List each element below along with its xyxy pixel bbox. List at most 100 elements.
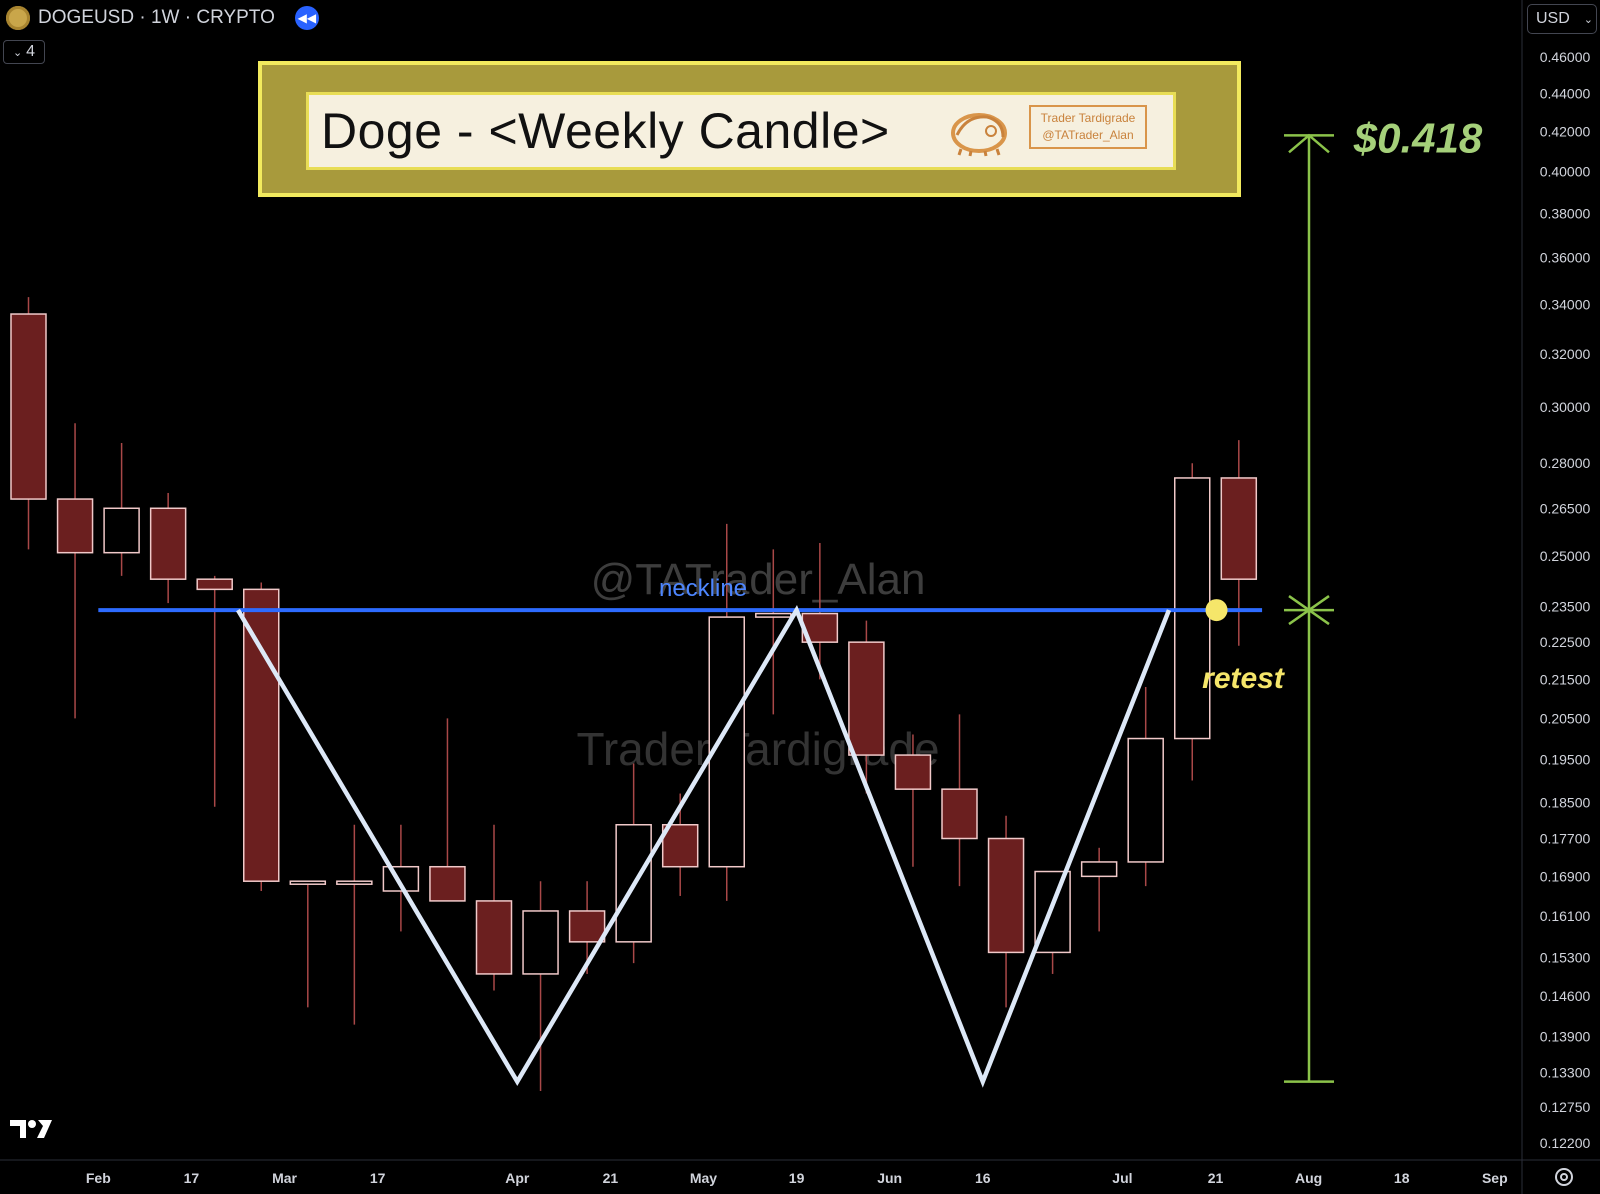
price-tick-label: 0.13900	[1540, 1028, 1591, 1044]
brand-line2: @TATrader_Alan	[1042, 128, 1134, 142]
chevron-down-icon: ⌄	[12, 46, 23, 59]
watermark-layer: @TATrader_Alan Trader Tardigrade	[576, 555, 939, 775]
tardigrade-logo-icon	[951, 113, 1007, 157]
price-tick-label: 0.42000	[1540, 123, 1591, 139]
banner-title: Doge - <Weekly Candle>	[321, 103, 890, 159]
candle	[1127, 687, 1164, 887]
candle-body	[429, 865, 466, 902]
candle	[708, 523, 745, 901]
candle	[429, 718, 466, 902]
time-tick-label: Mar	[272, 1170, 297, 1186]
candle	[987, 815, 1025, 1008]
candle	[1174, 463, 1211, 781]
candle-body	[475, 900, 513, 975]
candle-body	[243, 588, 280, 882]
neckline-label: neckline	[659, 575, 747, 602]
time-tick-label: 17	[184, 1170, 200, 1186]
candle-body	[987, 837, 1025, 954]
candle-body	[149, 507, 187, 580]
tradingview-logo-icon[interactable]	[10, 1118, 54, 1140]
time-tick-label: 16	[975, 1170, 991, 1186]
mid-arrow-icon	[1288, 595, 1330, 612]
target-layer: $0.418	[1284, 114, 1483, 1083]
price-tick-label: 0.15300	[1540, 950, 1591, 966]
candle	[382, 824, 420, 932]
price-tick-label: 0.30000	[1540, 399, 1591, 415]
retest-layer: retest	[1202, 599, 1286, 695]
candle	[475, 824, 513, 991]
time-tick-label: Sep	[1482, 1170, 1508, 1186]
pattern-layer	[236, 604, 1172, 1088]
price-tick-label: 0.38000	[1540, 205, 1591, 221]
interval[interactable]: 1W	[150, 7, 180, 28]
currency-select[interactable]: USD ⌄	[1527, 4, 1597, 34]
time-tick-label: Jun	[877, 1170, 902, 1186]
price-tick-label: 0.16100	[1540, 908, 1591, 924]
candle-body	[103, 507, 140, 554]
chevron-down-icon: ⌄	[1583, 13, 1593, 26]
candle-body	[1220, 477, 1258, 580]
candle	[336, 824, 373, 1025]
price-axis-labels: 0.46000 0.44000 0.42000 0.40000 0.38000 0.360…	[1540, 49, 1591, 1151]
candle-body	[10, 313, 47, 500]
candle-body	[894, 754, 932, 790]
candle	[1220, 440, 1258, 646]
candle	[56, 423, 94, 719]
price-tick-label: 0.14600	[1540, 988, 1591, 1004]
rewind-icon[interactable]: ◀◀	[294, 6, 319, 30]
gear-icon[interactable]	[1553, 1166, 1575, 1188]
time-tick-label: 17	[370, 1170, 386, 1186]
indicator-count: 4	[26, 43, 36, 60]
separator: ·	[184, 7, 192, 28]
time-tick-label: Jul	[1112, 1170, 1132, 1186]
candles-layer	[10, 297, 1258, 1092]
candle	[568, 881, 606, 974]
price-tick-label: 0.32000	[1540, 346, 1591, 362]
candle-body	[336, 880, 373, 885]
title-banner: Doge - <Weekly Candle> Trader Tardigrade…	[258, 61, 1241, 197]
candle-body	[289, 880, 327, 885]
time-tick-label: 18	[1394, 1170, 1410, 1186]
retest-label: retest	[1202, 662, 1286, 695]
candle	[755, 549, 792, 715]
double-bottom-pattern	[236, 604, 1172, 1088]
watermark-handle: @TATrader_Alan	[591, 555, 926, 604]
candle	[1080, 847, 1118, 932]
time-tick-label: May	[690, 1170, 717, 1186]
price-tick-label: 0.36000	[1540, 250, 1591, 266]
time-tick-label: 21	[603, 1170, 619, 1186]
price-tick-label: 0.12750	[1540, 1099, 1591, 1115]
target-arrow-icon	[1288, 133, 1330, 154]
candle	[1034, 870, 1071, 974]
candle	[894, 734, 932, 867]
brand-line1: Trader Tardigrade	[1040, 111, 1136, 125]
time-axis-labels: Feb 17 Mar 17 Apr 21 May 19 Jun 16 Jul 21 Aug 18 Sep	[86, 1170, 1508, 1186]
candle	[522, 881, 559, 1092]
time-tick-label: 19	[789, 1170, 805, 1186]
price-tick-label: 0.40000	[1540, 163, 1591, 179]
price-tick-label: 0.12200	[1540, 1135, 1591, 1151]
retest-marker	[1205, 599, 1228, 622]
candle-body	[522, 910, 559, 975]
candle	[941, 714, 978, 887]
indicators-toggle[interactable]: ⌄ 4	[3, 40, 45, 64]
candle	[149, 492, 187, 604]
doge-coin-icon	[6, 6, 30, 30]
candle	[289, 880, 327, 1008]
price-tick-label: 0.23500	[1540, 599, 1591, 615]
brand-badge: Trader Tardigrade @TATrader_Alan	[1029, 105, 1147, 149]
symbol-header[interactable]: DOGEUSD · 1W · CRYPTO ◀◀	[0, 0, 319, 36]
time-tick-label: Feb	[86, 1170, 111, 1186]
price-tick-label: 0.13300	[1540, 1064, 1591, 1080]
separator: ·	[139, 7, 146, 28]
candle	[848, 620, 885, 794]
price-tick-label: 0.26500	[1540, 500, 1591, 516]
price-tick-label: 0.22500	[1540, 634, 1591, 650]
candle	[196, 575, 233, 807]
neckline-layer: neckline	[98, 575, 1263, 613]
symbol-name[interactable]: DOGEUSD	[38, 7, 135, 28]
price-tick-label: 0.17700	[1540, 831, 1591, 847]
price-tick-label: 0.16900	[1540, 868, 1591, 884]
